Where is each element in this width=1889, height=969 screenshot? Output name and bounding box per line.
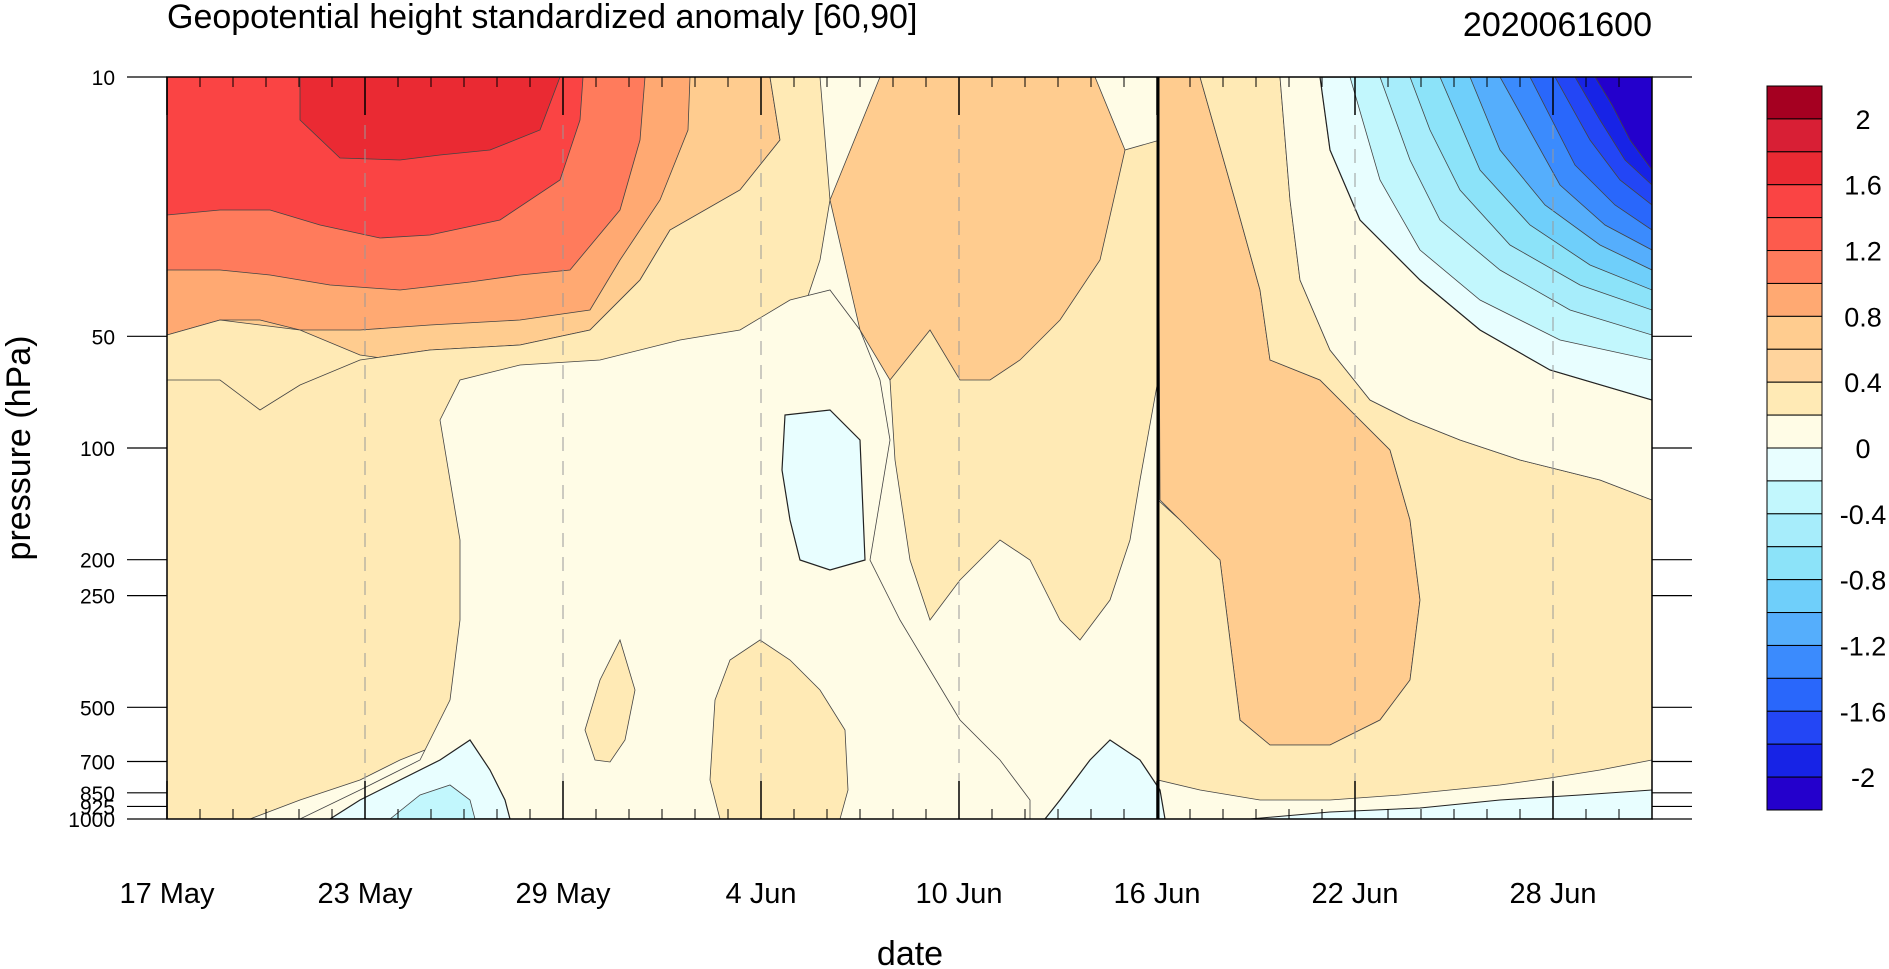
y-tick-label: 200 [80, 550, 115, 573]
colorbar-swatch [1766, 250, 1823, 284]
y-tick-label: 1000 [68, 809, 115, 832]
y-tick-label: 50 [92, 326, 115, 349]
anomaly-region-neg-bottom-left-inner [389, 784, 476, 819]
anomaly-region-negative-lens [781, 409, 866, 571]
y-tick-label: 250 [80, 586, 115, 609]
y-tick-label: 500 [80, 697, 115, 720]
colorbar-swatch [1766, 217, 1823, 252]
colorbar-swatch [1766, 414, 1823, 449]
x-tick-label: 29 May [515, 878, 611, 910]
colorbar-label: 0.4 [1844, 368, 1882, 398]
y-axis-label: pressure (hPa) [0, 336, 38, 561]
colorbar-swatch [1766, 348, 1823, 383]
colorbar-label: -1.2 [1840, 631, 1887, 661]
colorbar-swatch [1766, 743, 1823, 778]
anomaly-region-0p2-bottom-a [584, 638, 636, 763]
colorbar-swatch [1766, 546, 1823, 581]
plot-area [167, 77, 1652, 819]
x-axis: 17 May 23 May 29 May 4 Jun 10 Jun 16 Jun 22 Ju… [119, 77, 1653, 910]
colorbar-label: -2 [1851, 763, 1875, 793]
colorbar-swatch [1766, 710, 1823, 745]
colorbar-label: 1.2 [1844, 237, 1882, 267]
colorbar-label: 0.8 [1844, 302, 1882, 332]
colorbar-label: 0 [1855, 434, 1870, 464]
y-tick-label: 925 [80, 796, 115, 819]
y-tick-label: 850 [80, 783, 115, 806]
x-tick-label: 4 Jun [726, 878, 797, 910]
colorbar-swatch [1766, 776, 1823, 811]
anomaly-region-0p2-mid [299, 289, 1031, 819]
anomaly-region-0p4-mid2 [889, 139, 1161, 641]
chart-title: Geopotential height standardized anomaly… [167, 0, 917, 36]
colorbar-label: 2 [1855, 105, 1870, 135]
colorbar-label: -1.6 [1840, 697, 1887, 727]
chart-subtitle: 2020061600 [1463, 6, 1652, 44]
colorbar-swatch [1766, 447, 1823, 482]
colorbar-label: 1.6 [1844, 171, 1882, 201]
x-tick-label: 16 Jun [1113, 878, 1200, 910]
colorbar-swatch [1766, 85, 1823, 120]
colorbar: 2 1.6 1.2 0.8 0.4 0 -0.4 -0.8 -1.2 -1.6 -2 [1766, 85, 1887, 811]
colorbar-swatch [1766, 151, 1823, 186]
colorbar-label: -0.4 [1840, 500, 1887, 530]
y-tick-label: 700 [80, 752, 115, 775]
anomaly-region-neg2p2-right [1594, 77, 1652, 171]
anomaly-region-neg-bottom-right [1249, 789, 1652, 819]
y-tick-label: 100 [80, 438, 115, 461]
colorbar-swatch [1766, 282, 1823, 317]
colorbar-swatch [1766, 118, 1823, 153]
anomaly-region-0p2-bottom-b [709, 639, 849, 819]
x-tick-label: 10 Jun [915, 878, 1002, 910]
x-tick-label: 23 May [317, 878, 413, 910]
y-tick-label: 10 [92, 67, 115, 90]
colorbar-swatch [1766, 184, 1823, 219]
colorbar-swatch [1766, 579, 1823, 614]
anomaly-region-neg-bottom-mid [1044, 739, 1166, 819]
x-tick-label: 22 Jun [1311, 878, 1398, 910]
x-tick-label: 28 Jun [1509, 878, 1596, 910]
colorbar-swatch [1766, 381, 1823, 416]
colorbar-swatch [1766, 644, 1823, 679]
colorbar-swatch [1766, 677, 1823, 712]
colorbar-swatch [1766, 513, 1823, 548]
colorbar-label: -0.8 [1840, 566, 1887, 596]
x-tick-label: 17 May [119, 878, 215, 910]
date-gridlines [364, 77, 1554, 819]
colorbar-swatch [1766, 612, 1823, 646]
colorbar-swatch [1766, 315, 1823, 350]
x-axis-label: date [877, 935, 943, 969]
colorbar-swatch [1766, 480, 1823, 515]
